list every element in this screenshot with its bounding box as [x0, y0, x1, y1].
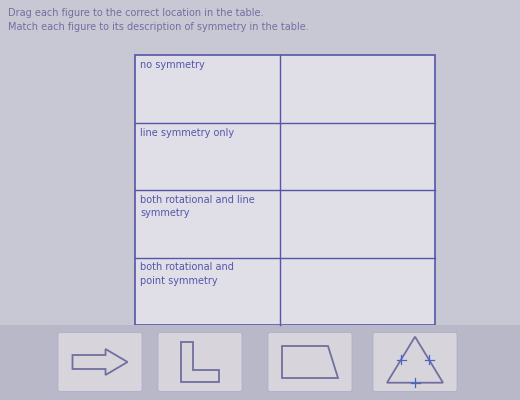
- Bar: [135, 55, 435, 325]
- Text: no symmetry: no symmetry: [140, 60, 205, 70]
- Text: Drag each figure to the correct location in the table.: Drag each figure to the correct location…: [8, 8, 264, 18]
- Text: line symmetry only: line symmetry only: [140, 128, 234, 138]
- FancyBboxPatch shape: [373, 332, 457, 392]
- FancyBboxPatch shape: [158, 332, 242, 392]
- Text: Match each figure to its description of symmetry in the table.: Match each figure to its description of …: [8, 22, 309, 32]
- Bar: [0, 325, 520, 400]
- FancyBboxPatch shape: [268, 332, 352, 392]
- FancyBboxPatch shape: [58, 332, 142, 392]
- Text: both rotational and
point symmetry: both rotational and point symmetry: [140, 262, 234, 286]
- Text: both rotational and line
symmetry: both rotational and line symmetry: [140, 195, 255, 218]
